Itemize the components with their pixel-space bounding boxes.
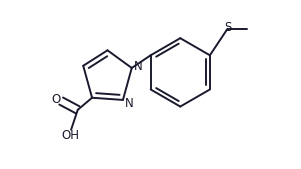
Text: S: S <box>224 21 231 34</box>
Text: N: N <box>134 60 142 73</box>
Text: OH: OH <box>61 129 79 142</box>
Text: O: O <box>52 93 61 106</box>
Text: N: N <box>125 97 133 110</box>
